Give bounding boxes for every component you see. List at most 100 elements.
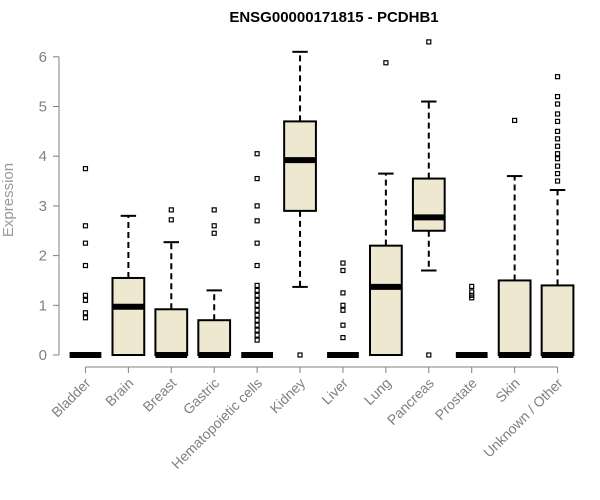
x-tick-label: Bladder [48, 375, 94, 421]
outlier-point [554, 101, 561, 107]
outlier-point [254, 203, 260, 209]
outlier-point [254, 282, 260, 289]
outlier-point [254, 218, 260, 224]
y-axis: 0 1 2 3 4 5 6 [39, 49, 60, 364]
x-tick-label: Lung [361, 375, 394, 408]
outlier-point [168, 217, 174, 223]
outlier-point [426, 39, 432, 45]
outlier-point [554, 128, 561, 134]
outlier-point [254, 307, 260, 313]
x-tick-label: Gastric [180, 375, 223, 418]
outlier-point [426, 352, 432, 358]
outlier-point [254, 175, 260, 182]
outlier-point [554, 178, 561, 184]
box-group [497, 117, 532, 358]
outlier-point [254, 287, 260, 293]
outlier-point [340, 302, 346, 308]
outlier-point [254, 317, 260, 323]
outlier-point [554, 163, 561, 169]
box-group [241, 151, 274, 358]
outlier-point [82, 297, 89, 303]
y-tick-label: 0 [39, 347, 47, 364]
outlier-point [254, 322, 260, 328]
outlier-point [469, 295, 475, 301]
y-tick-label: 5 [39, 99, 47, 116]
outlier-point [554, 156, 561, 162]
outlier-point [340, 267, 346, 274]
outlier-point [554, 151, 561, 157]
box-group [111, 214, 146, 356]
outlier-point [254, 337, 260, 343]
chart-title: ENSG00000171815 - PCDHB1 [229, 9, 438, 26]
box-group [283, 50, 317, 358]
box-group [455, 283, 488, 358]
outlier-point [82, 166, 89, 172]
outlier-point [211, 207, 217, 213]
box [368, 244, 403, 356]
outlier-point [554, 136, 561, 142]
outlier-point [554, 74, 561, 80]
box [283, 120, 317, 212]
box-group [411, 39, 446, 358]
outlier-point [254, 292, 260, 298]
outlier-point [254, 332, 260, 338]
outlier-point [512, 117, 518, 124]
outlier-point [340, 307, 346, 313]
outlier-point [554, 111, 561, 117]
outlier-point [340, 322, 346, 328]
x-tick-label: Unknown / Other [480, 375, 566, 461]
outlier-point [82, 262, 89, 269]
box-group [327, 260, 359, 358]
outlier-point [554, 170, 561, 177]
box-group [197, 207, 232, 358]
outlier-point [211, 223, 217, 229]
box [154, 308, 189, 356]
box [197, 319, 232, 356]
outlier-point [340, 260, 346, 266]
outlier-point [554, 93, 561, 100]
x-tick-label: Brain [102, 375, 136, 409]
outlier-point [254, 327, 260, 333]
outlier-point [82, 310, 89, 316]
y-tick-label: 1 [39, 297, 47, 314]
outlier-point [383, 60, 389, 66]
outlier-point [297, 352, 303, 358]
outlier-point [254, 312, 260, 318]
y-tick-label: 4 [39, 148, 47, 165]
box-group [69, 166, 102, 358]
box [111, 276, 146, 356]
outlier-point [254, 302, 260, 308]
x-tick-label: Pancreas [384, 375, 437, 428]
box-group [540, 74, 575, 358]
outlier-point [254, 151, 260, 157]
outlier-point [254, 240, 260, 246]
x-tick-label: Skin [492, 375, 523, 406]
y-axis-label: Expression [0, 163, 17, 237]
outlier-point [82, 292, 89, 298]
outlier-point [340, 290, 346, 296]
y-tick-label: 3 [39, 198, 47, 215]
x-tick-label: Prostate [432, 375, 480, 423]
y-tick-label: 6 [39, 49, 47, 66]
outlier-point [554, 143, 561, 149]
box-group [368, 60, 403, 356]
boxes-layer [69, 39, 575, 358]
outlier-point [82, 240, 89, 246]
outlier-point [469, 283, 475, 290]
y-tick-label: 2 [39, 248, 47, 265]
x-tick-label: Liver [318, 375, 351, 408]
x-tick-label: Kidney [267, 375, 309, 417]
outlier-point [82, 223, 89, 229]
outlier-point [82, 315, 89, 321]
x-tick-label: Breast [139, 375, 179, 415]
box [411, 177, 446, 232]
outlier-point [554, 118, 561, 125]
outlier-point [211, 230, 217, 236]
outlier-point [340, 335, 346, 341]
outlier-point [254, 297, 260, 303]
outlier-point [254, 262, 260, 269]
box [540, 284, 575, 357]
box-group [154, 207, 189, 358]
